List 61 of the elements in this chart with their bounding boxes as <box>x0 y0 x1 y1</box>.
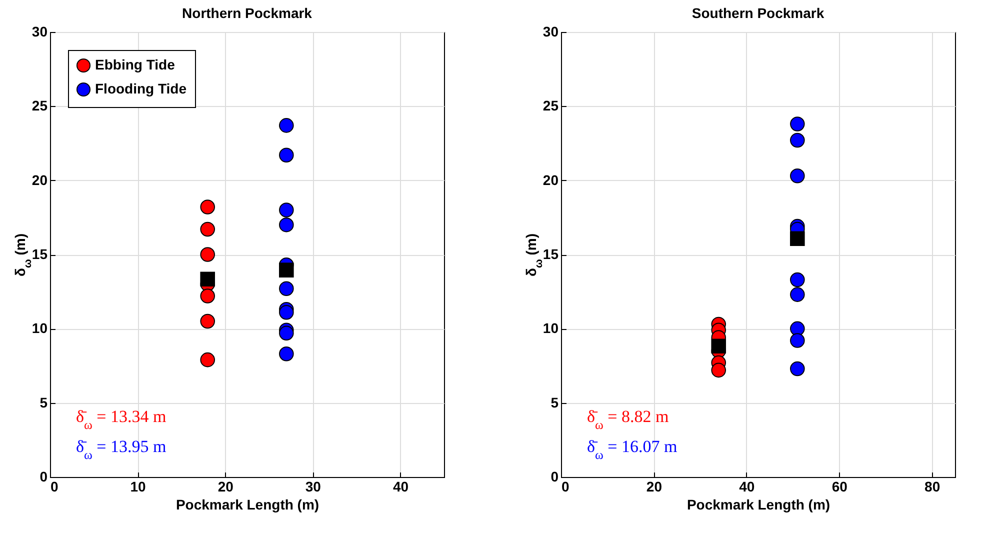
annotation: δ̄$_{ω}$ = 13.95 m <box>76 437 166 462</box>
point <box>279 281 294 296</box>
point <box>279 217 294 232</box>
point <box>790 361 805 376</box>
point <box>790 168 805 184</box>
x-tick-label: 0 <box>50 478 58 494</box>
x-tick-label: 60 <box>832 478 848 494</box>
x-tick-label: 40 <box>739 478 755 494</box>
point <box>790 272 805 288</box>
legend-label: Flooding Tide <box>95 80 187 96</box>
x-axis-title: Pockmark Length (m) <box>686 496 830 512</box>
y-tick-label: 20 <box>542 172 559 188</box>
point <box>279 202 294 218</box>
x-tick-label: 0 <box>562 478 570 494</box>
x-tick-label: 20 <box>646 478 662 494</box>
point <box>200 314 215 329</box>
x-tick-label: 30 <box>305 478 322 494</box>
y-tick-label: 25 <box>32 98 48 114</box>
y-tick-label: 25 <box>542 98 559 114</box>
annotation: δ̄$_{ω}$ = 13.34 m <box>76 407 166 432</box>
point <box>279 326 294 340</box>
point <box>790 231 805 246</box>
point <box>200 200 215 214</box>
point <box>200 352 215 368</box>
point <box>200 222 215 237</box>
x-tick-label: 10 <box>130 478 146 494</box>
chart-title: Southern Pockmark <box>692 5 824 21</box>
y-tick-label: 15 <box>32 246 48 262</box>
point <box>279 304 294 320</box>
y-tick-label: 0 <box>550 468 559 484</box>
chart-title: Northern Pockmark <box>182 5 312 21</box>
legend-label: Ebbing Tide <box>95 56 176 72</box>
point <box>279 346 294 362</box>
point <box>790 321 805 336</box>
point <box>790 333 805 348</box>
annotation: δ̄$_{ω}$ = 16.07 m <box>587 437 678 462</box>
point <box>711 362 726 378</box>
point <box>279 148 294 162</box>
y-tick-label: 15 <box>542 246 559 262</box>
point <box>711 338 726 354</box>
y-tick-label: 10 <box>32 320 48 336</box>
point <box>200 247 215 262</box>
y-tick-label: 30 <box>542 24 559 40</box>
x-tick-label: 20 <box>218 478 234 494</box>
point <box>790 132 805 148</box>
point <box>790 287 805 302</box>
point <box>790 116 805 132</box>
point <box>279 262 294 278</box>
y-tick-label: 20 <box>32 172 48 188</box>
point <box>200 272 215 287</box>
annotation: δ̄$_{ω}$ = 8.82 m <box>587 407 669 432</box>
point <box>200 288 215 304</box>
y-tick-label: 5 <box>40 394 48 410</box>
y-tick-label: 10 <box>542 320 559 336</box>
point <box>279 118 294 133</box>
y-tick-label: 30 <box>32 24 48 40</box>
y-tick-label: 5 <box>550 394 559 410</box>
x-tick-label: 40 <box>392 478 409 494</box>
x-axis-title: Pockmark Length (m) <box>176 496 320 512</box>
x-tick-label: 80 <box>924 478 940 494</box>
y-tick-label: 0 <box>40 468 48 484</box>
